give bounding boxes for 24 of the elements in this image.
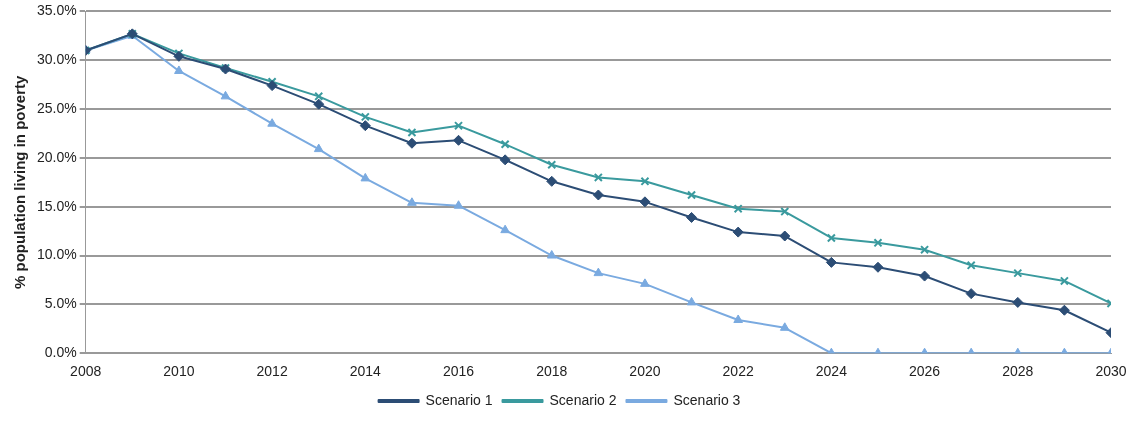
y-tick-label: 20.0% — [36, 148, 77, 165]
x-tick-label: 2010 — [163, 363, 195, 380]
legend-label: Scenario 1 — [425, 391, 493, 408]
y-tick-label: 0.0% — [44, 344, 77, 361]
y-tick-label: 5.0% — [44, 295, 77, 312]
x-tick-label: 2016 — [442, 363, 475, 380]
x-tick-label: 2012 — [256, 363, 288, 380]
x-tick-label: 2018 — [536, 363, 568, 380]
x-tick-label: 2008 — [70, 363, 102, 380]
y-tick-label: 25.0% — [36, 99, 77, 116]
y-tick-label: 35.0% — [36, 2, 77, 19]
x-tick-label: 2014 — [349, 363, 382, 380]
x-tick-label: 2028 — [1002, 363, 1034, 380]
x-tick-label: 2022 — [722, 363, 754, 380]
legend-label: Scenario 3 — [673, 391, 741, 408]
x-tick-label: 2024 — [815, 363, 848, 380]
legend-label: Scenario 2 — [549, 391, 617, 408]
x-tick-label: 2026 — [909, 363, 941, 380]
y-tick-label: 30.0% — [36, 51, 77, 68]
x-tick-label: 2030 — [1095, 363, 1127, 380]
y-tick-label: 15.0% — [36, 197, 77, 214]
y-tick-label: 10.0% — [36, 246, 77, 263]
y-axis-title: % population living in poverty — [11, 74, 29, 289]
x-tick-label: 2020 — [629, 363, 661, 380]
